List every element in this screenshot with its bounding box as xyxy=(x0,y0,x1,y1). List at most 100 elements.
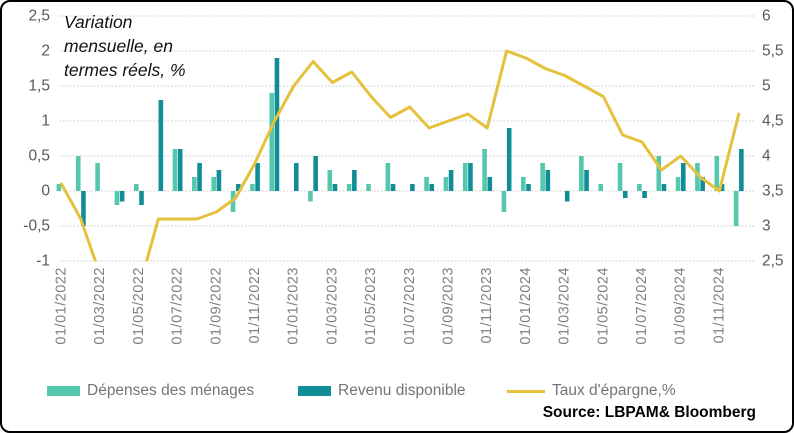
x-axis-tick: 01/07/2023 xyxy=(402,267,418,345)
x-axis-tick: 01/05/2023 xyxy=(363,267,379,345)
bar-revenu xyxy=(739,149,744,191)
left-axis-tick: -1 xyxy=(36,253,50,270)
bar-depenses xyxy=(579,156,584,191)
bar-revenu xyxy=(274,58,280,191)
bar-depenses xyxy=(714,156,720,191)
left-axis-tick: 0 xyxy=(41,183,50,200)
bar-depenses xyxy=(346,184,352,191)
bar-revenu xyxy=(584,170,589,191)
left-axis-tick: 1 xyxy=(41,113,50,130)
bar-depenses xyxy=(675,177,681,191)
x-axis-tick: 01/01/2023 xyxy=(286,267,302,345)
bar-revenu xyxy=(661,184,667,191)
bar-revenu xyxy=(429,184,435,191)
right-axis-tick: 6 xyxy=(762,8,771,25)
x-axis-tick: 01/01/2022 xyxy=(54,267,70,345)
bar-depenses xyxy=(269,93,275,191)
bar-revenu xyxy=(487,177,493,191)
bar-revenu xyxy=(81,191,86,226)
bar-revenu xyxy=(197,163,202,191)
bar-depenses xyxy=(211,177,216,191)
bar-depenses xyxy=(501,191,507,212)
bar-revenu xyxy=(468,163,473,191)
bar-revenu xyxy=(294,163,299,191)
bar-revenu xyxy=(390,184,396,191)
bar-revenu xyxy=(448,170,454,191)
bar-revenu xyxy=(545,170,551,191)
right-axis-tick: 5 xyxy=(762,78,771,95)
right-axis-tick: 3 xyxy=(762,218,771,235)
legend-item-depenses: Dépenses des ménages xyxy=(47,382,255,399)
bar-depenses xyxy=(598,184,603,191)
bar-depenses xyxy=(695,163,700,191)
bar-revenu xyxy=(255,163,260,191)
x-axis-tick: 01/11/2024 xyxy=(711,267,727,344)
bar-revenu xyxy=(526,184,531,191)
x-axis-tick: 01/05/2024 xyxy=(595,267,611,345)
bar-revenu xyxy=(410,184,415,191)
x-axis-tick: 01/01/2024 xyxy=(518,267,534,345)
legend-label-depenses: Dépenses des ménages xyxy=(87,382,255,399)
x-axis-tick: 01/09/2023 xyxy=(441,267,457,345)
x-axis-tick: 01/05/2022 xyxy=(131,267,147,345)
right-axis-tick: 2,5 xyxy=(762,253,784,270)
left-axis-tick: 2 xyxy=(41,43,50,60)
bar-depenses xyxy=(75,156,81,191)
bar-revenu xyxy=(564,191,570,202)
legend: Dépenses des ménages Revenu disponible T… xyxy=(2,382,792,401)
bar-depenses xyxy=(327,170,333,191)
legend-label-taux: Taux d'épargne,% xyxy=(552,382,676,399)
bar-revenu xyxy=(177,149,183,191)
chart-plot-area: 2,5 6 2 5,5 1,5 5 1 4,5 0,5 4 0 3,5 -0,5 3 -1 2,5 01/01/… xyxy=(23,8,783,345)
bar-revenu xyxy=(313,156,318,191)
bar-depenses xyxy=(250,184,255,191)
x-axis-tick: 01/11/2023 xyxy=(479,267,495,344)
bar-depenses xyxy=(192,177,197,191)
legend-line-marker-taux xyxy=(507,389,545,393)
right-axis-tick: 4 xyxy=(762,148,771,165)
bar-revenu xyxy=(719,184,725,191)
bar-depenses xyxy=(134,184,139,191)
bar-revenu xyxy=(235,184,241,191)
bar-revenu xyxy=(506,128,512,191)
right-axis-tick: 4,5 xyxy=(762,113,784,130)
legend-swatch-depenses xyxy=(47,386,80,396)
bar-depenses xyxy=(482,149,487,191)
bar-revenu xyxy=(622,191,628,198)
x-axis-tick: 01/07/2024 xyxy=(634,267,650,345)
left-axis-tick: 2,5 xyxy=(28,8,50,25)
right-axis-tick: 3,5 xyxy=(762,183,784,200)
right-axis-tick: 5,5 xyxy=(762,43,784,60)
bar-depenses xyxy=(385,163,391,191)
bar-depenses xyxy=(366,184,371,191)
bar-revenu xyxy=(158,100,164,191)
savings-rate-line xyxy=(60,49,741,262)
legend-item-revenu: Revenu disponible xyxy=(298,382,466,399)
legend-label-revenu: Revenu disponible xyxy=(338,382,466,399)
x-axis-tick: 01/09/2024 xyxy=(673,267,689,345)
bar-depenses xyxy=(56,184,62,191)
bar-revenu xyxy=(642,191,647,198)
bar-revenu xyxy=(681,163,686,191)
bar-depenses xyxy=(95,163,100,191)
chart-title: Variation mensuelle, en termes réels, % xyxy=(64,12,186,80)
bar-depenses xyxy=(540,163,545,191)
legend-item-taux: Taux d'épargne,% xyxy=(507,382,676,399)
bar-depenses xyxy=(114,191,120,205)
source-text: Source: LBPAM& Bloomberg xyxy=(542,404,756,421)
bar-depenses xyxy=(656,156,662,191)
bar-depenses xyxy=(424,177,429,191)
x-axis-tick: 01/09/2022 xyxy=(208,267,224,345)
x-axis-tick: 01/03/2022 xyxy=(92,267,108,345)
bar-revenu xyxy=(332,184,338,191)
bar-depenses xyxy=(617,163,623,191)
x-axis-tick: 01/03/2024 xyxy=(557,267,573,345)
bar-revenu xyxy=(352,170,357,191)
bar-depenses xyxy=(733,191,739,226)
bar-depenses xyxy=(462,163,468,191)
left-axis-tick: 1,5 xyxy=(28,78,50,95)
bar-depenses xyxy=(308,191,313,202)
bar-revenu xyxy=(139,191,144,205)
